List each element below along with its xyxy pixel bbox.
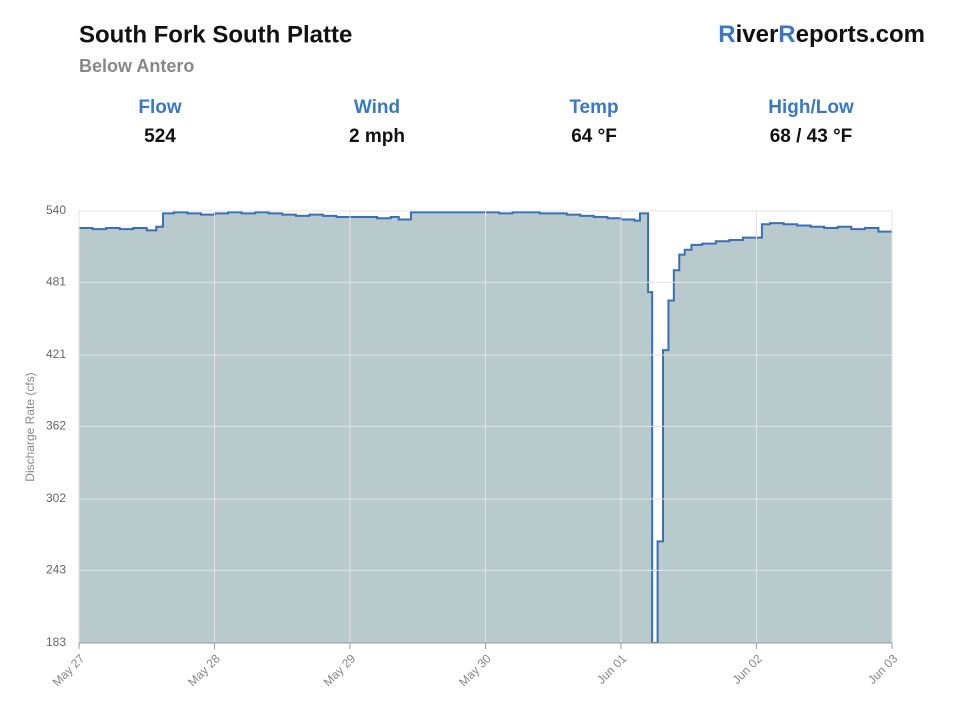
stat-label: Flow — [138, 97, 181, 118]
y-tick-label: 481 — [46, 275, 66, 289]
x-tick-label: May 30 — [456, 651, 494, 689]
stat-value: 2 mph — [349, 126, 405, 147]
x-tick-label: Jun 01 — [594, 651, 630, 687]
y-tick-label: 183 — [46, 635, 66, 649]
x-tick-label: May 29 — [321, 651, 359, 689]
y-tick-label: 421 — [46, 347, 66, 361]
x-tick-label: May 28 — [185, 651, 223, 689]
y-tick-label: 302 — [46, 491, 66, 505]
x-tick-label: May 27 — [50, 651, 88, 689]
logo-part: eports.com — [796, 21, 925, 48]
stat-value: 524 — [144, 126, 176, 147]
x-tick-label: Jun 02 — [729, 651, 765, 687]
logo-part: R — [718, 21, 735, 48]
logo-part: R — [778, 21, 795, 48]
stat-value: 64 °F — [571, 126, 617, 147]
title: South Fork South Platte — [79, 21, 352, 48]
stat-value: 68 / 43 °F — [770, 126, 853, 147]
y-tick-label: 243 — [46, 563, 66, 577]
logo[interactable]: RiverReports.com — [718, 21, 925, 48]
y-tick-label: 540 — [46, 203, 66, 217]
stat-label: Wind — [354, 97, 400, 118]
y-axis-title: Discharge Rate (cfs) — [23, 372, 37, 481]
y-tick-label: 362 — [46, 419, 66, 433]
logo-part: iver — [736, 21, 779, 48]
stat-label: High/Low — [768, 97, 854, 118]
subtitle: Below Antero — [79, 56, 194, 76]
stat-label: Temp — [569, 97, 618, 118]
x-tick-label: Jun 03 — [865, 651, 901, 687]
line — [79, 211, 892, 643]
